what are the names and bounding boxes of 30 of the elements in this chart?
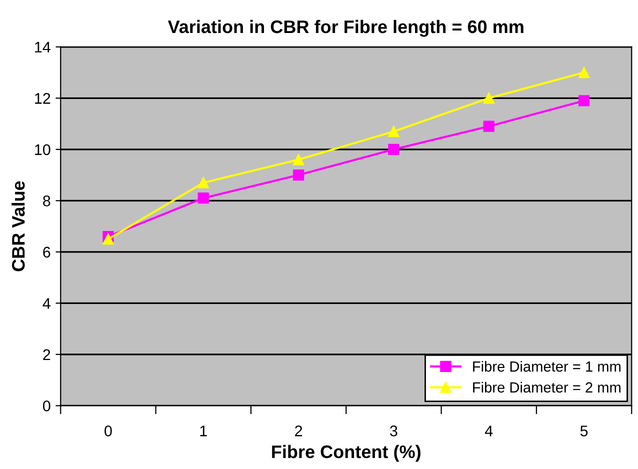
point [292,154,304,166]
y-tick-label: 0 [42,400,50,412]
y-tick-label: 10 [35,144,50,156]
x-tick-label: 1 [200,426,207,436]
y-tick-label: 12 [35,93,50,104]
point [483,92,494,104]
point [102,234,114,245]
point [388,144,400,155]
x-tick-label: 3 [390,426,398,436]
point [483,120,494,132]
point [388,126,400,138]
point [578,66,590,78]
point [578,95,590,106]
y-axis-title: CBR Value [12,181,25,272]
point [198,192,209,204]
chart-title: Variation in CBR for Fibre length = 60 mm [168,20,524,37]
y-tick-label: 6 [43,246,50,258]
y-tick-label: 8 [43,196,50,206]
y-tick-label: 2 [43,349,50,360]
x-tick-label: 2 [295,426,302,436]
y-tick-label: 4 [42,298,50,309]
y-tick-label: 14 [35,42,50,52]
x-tick-label: 0 [104,426,112,436]
point [292,169,304,181]
point [198,177,209,188]
legend-label: Fibre Diameter = 2 mm [473,382,620,393]
legend-label: Fibre Diameter = 1 mm [473,360,620,372]
x-tick-label: 5 [580,426,588,436]
x-tick-label: 4 [484,426,493,436]
x-axis-title: Fibre Content (%) [272,444,420,462]
